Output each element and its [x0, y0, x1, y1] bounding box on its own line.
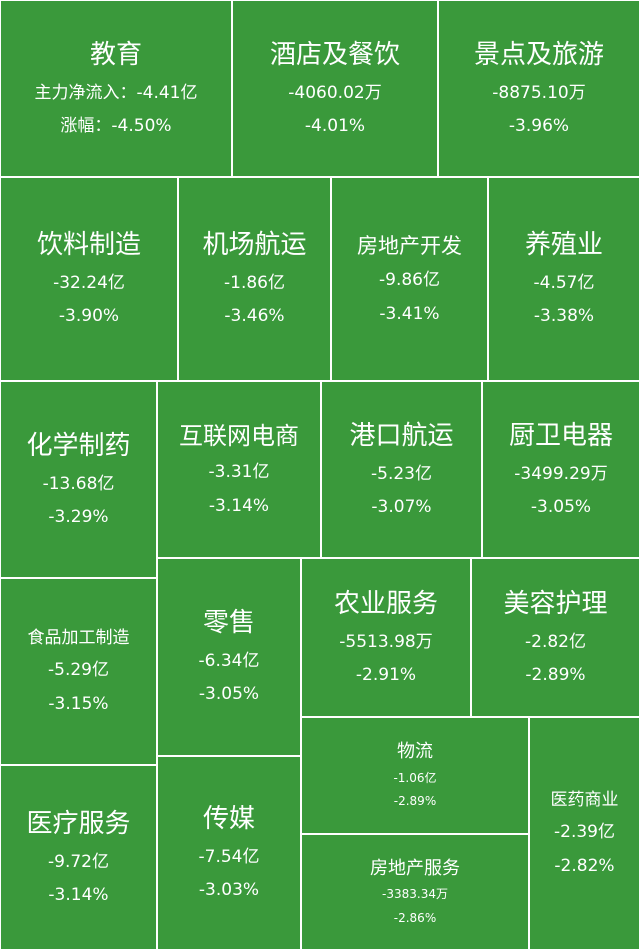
tile-industry-name: 港口航运	[349, 420, 454, 451]
tile-industry-name: 农业服务	[333, 588, 438, 619]
tile-net-inflow: -7.54亿	[198, 847, 260, 868]
treemap-tile[interactable]: 厨卫电器 -3499.29万 -3.05%	[482, 381, 640, 558]
tile-net-inflow: -4060.02万	[288, 82, 382, 103]
tile-net-inflow: 主力净流入：-4.41亿	[34, 82, 198, 103]
treemap-tile[interactable]: 酒店及餐饮 -4060.02万 -4.01%	[232, 0, 438, 177]
tile-industry-name: 饮料制造	[36, 230, 141, 261]
tile-change-pct: -3.96%	[508, 115, 570, 136]
tile-change-pct: -3.05%	[530, 496, 592, 517]
tile-change-pct: -2.89%	[393, 794, 437, 809]
tile-net-inflow: -5513.98万	[339, 631, 433, 652]
tile-industry-name: 养殖业	[524, 230, 603, 261]
tile-net-inflow: -6.34亿	[198, 651, 260, 672]
tile-net-inflow: -5.23亿	[371, 463, 432, 484]
tile-net-inflow: -4.57亿	[533, 273, 595, 294]
tile-net-inflow: -32.24亿	[53, 273, 125, 294]
tile-industry-name: 互联网电商	[179, 421, 299, 450]
tile-change-pct: -3.14%	[48, 884, 109, 905]
treemap-tile[interactable]: 房地产服务 -3383.34万 -2.86%	[301, 834, 529, 950]
tile-industry-name: 医药商业	[550, 789, 619, 810]
treemap-tile[interactable]: 食品加工制造 -5.29亿 -3.15%	[0, 578, 157, 765]
treemap-tile[interactable]: 医疗服务 -9.72亿 -3.14%	[0, 765, 157, 950]
tile-change-pct: -3.90%	[58, 306, 120, 327]
tile-change-pct: -3.15%	[48, 693, 109, 714]
tile-change-pct: -3.41%	[379, 303, 440, 324]
tile-change-pct: -2.91%	[355, 664, 417, 685]
tile-change-pct: -3.05%	[198, 684, 260, 705]
tile-industry-name: 美容护理	[503, 588, 608, 619]
tile-industry-name: 食品加工制造	[27, 627, 130, 648]
treemap-tile[interactable]: 景点及旅游 -8875.10万 -3.96%	[438, 0, 640, 177]
tile-net-inflow: -9.86亿	[379, 270, 440, 291]
tile-change-pct: -3.07%	[371, 496, 432, 517]
tile-change-pct: -4.01%	[304, 115, 366, 136]
treemap-tile[interactable]: 房地产开发 -9.86亿 -3.41%	[331, 177, 488, 381]
tile-industry-name: 医疗服务	[26, 808, 131, 839]
tile-net-inflow: -8875.10万	[492, 82, 586, 103]
treemap-tile[interactable]: 互联网电商 -3.31亿 -3.14%	[157, 381, 321, 558]
tile-net-inflow: -3383.34万	[382, 887, 448, 902]
treemap-tile[interactable]: 传媒 -7.54亿 -3.03%	[157, 756, 301, 950]
tile-industry-name: 传媒	[202, 804, 255, 835]
tile-net-inflow: -3.31亿	[208, 462, 270, 483]
tile-net-inflow: -2.82亿	[525, 631, 586, 652]
treemap-tile[interactable]: 港口航运 -5.23亿 -3.07%	[321, 381, 482, 558]
tile-net-inflow: -1.06亿	[393, 770, 437, 785]
treemap-tile[interactable]: 养殖业 -4.57亿 -3.38%	[488, 177, 640, 381]
treemap-tile[interactable]: 美容护理 -2.82亿 -2.89%	[471, 558, 640, 717]
tile-change-pct: -2.89%	[525, 664, 586, 685]
tile-change-pct: -2.82%	[554, 855, 615, 876]
tile-net-inflow: -13.68亿	[42, 473, 115, 494]
tile-net-inflow: -2.39亿	[554, 822, 615, 843]
tile-industry-name: 厨卫电器	[508, 420, 613, 451]
treemap-tile[interactable]: 医药商业 -2.39亿 -2.82%	[529, 717, 640, 950]
tile-industry-name: 化学制药	[26, 430, 131, 461]
tile-net-inflow: -3499.29万	[514, 463, 608, 484]
treemap-tile[interactable]: 化学制药 -13.68亿 -3.29%	[0, 381, 157, 578]
treemap-tile[interactable]: 教育主力净流入：-4.41亿 涨幅：-4.50%	[0, 0, 232, 177]
tile-change-pct: -3.03%	[198, 880, 260, 901]
tile-industry-name: 房地产开发	[357, 234, 462, 259]
tile-change-pct: 涨幅：-4.50%	[60, 115, 172, 136]
treemap-tile[interactable]: 饮料制造 -32.24亿 -3.90%	[0, 177, 178, 381]
tile-industry-name: 酒店及餐饮	[269, 39, 400, 70]
tile-industry-name: 零售	[202, 608, 255, 639]
tile-industry-name: 景点及旅游	[473, 39, 604, 70]
tile-change-pct: -3.46%	[224, 306, 285, 327]
tile-industry-name: 物流	[397, 741, 433, 763]
treemap-tile[interactable]: 零售 -6.34亿 -3.05%	[157, 558, 301, 756]
tile-change-pct: -2.86%	[393, 910, 437, 925]
tile-change-pct: -3.29%	[48, 506, 109, 527]
tile-industry-name: 教育	[89, 39, 142, 70]
tile-change-pct: -3.14%	[208, 495, 270, 516]
treemap-tile[interactable]: 机场航运 -1.86亿 -3.46%	[178, 177, 331, 381]
tile-change-pct: -3.38%	[533, 306, 595, 327]
tile-industry-name: 机场航运	[202, 230, 307, 261]
treemap-tile[interactable]: 物流 -1.06亿 -2.89%	[301, 717, 529, 834]
tile-net-inflow: -5.29亿	[48, 660, 109, 681]
tile-net-inflow: -9.72亿	[48, 851, 109, 872]
tile-net-inflow: -1.86亿	[224, 273, 285, 294]
tile-industry-name: 房地产服务	[370, 857, 460, 879]
treemap-tile[interactable]: 农业服务 -5513.98万 -2.91%	[301, 558, 471, 717]
